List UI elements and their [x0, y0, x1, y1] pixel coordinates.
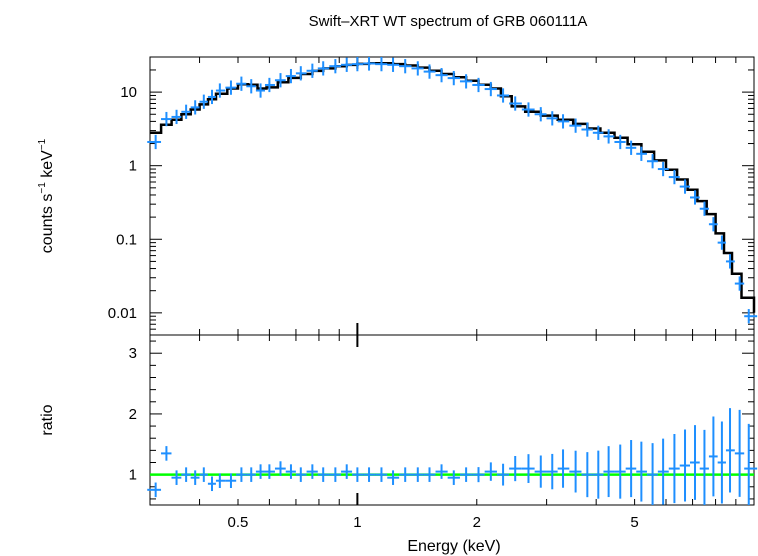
y-tick-label: 3	[129, 345, 137, 362]
ylabel-sup1: −1	[37, 182, 48, 194]
spectrum-plot-frame	[149, 56, 755, 336]
ratio-data-group	[147, 408, 758, 505]
y-tick-label: 0.1	[116, 231, 137, 248]
x-tick-label: 5	[630, 514, 638, 531]
y-tick-label: 10	[120, 84, 137, 101]
ylabel-main: counts s	[39, 194, 56, 254]
x-axis-label: Energy (keV)	[407, 538, 500, 555]
ratio-plot-frame	[149, 334, 755, 506]
x-tick-label: 0.5	[228, 514, 249, 531]
model-curve-group	[150, 62, 756, 313]
chart-title: Swift–XRT WT spectrum of GRB 060111A	[309, 13, 588, 30]
y-tick-label: 0.01	[108, 305, 137, 322]
model-curve	[150, 62, 756, 313]
ratio-y-axis-label: ratio	[39, 404, 56, 435]
spectrum-y-axis-label: counts s−1 keV−1	[37, 138, 56, 253]
y-tick-label: 1	[129, 158, 137, 175]
x-tick-label: 1	[353, 514, 361, 531]
y-tick-label: 2	[129, 406, 137, 423]
x-tick-label: 2	[473, 514, 481, 531]
ylabel-sup2: −1	[37, 138, 48, 150]
ylabel-mid: keV	[39, 150, 56, 182]
y-tick-label: 1	[129, 467, 137, 484]
ratio-panel: 1 2 3 ratio	[39, 334, 758, 506]
spectrum-data-group	[147, 57, 758, 324]
